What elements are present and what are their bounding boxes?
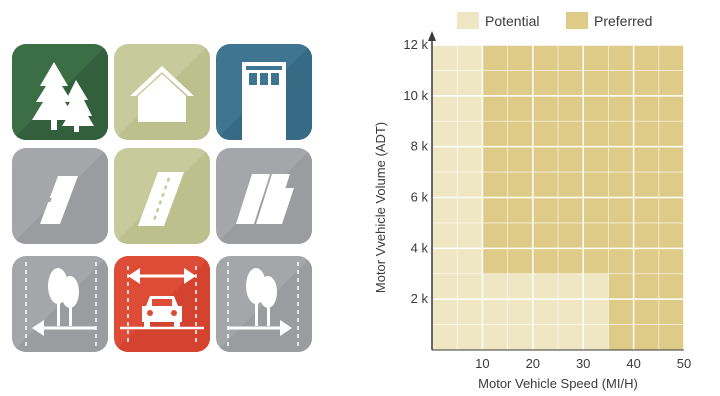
trees-icon (12, 44, 108, 140)
house-icon (114, 44, 210, 140)
sidewalk-left-tile (12, 256, 108, 352)
car-width-icon (114, 256, 210, 352)
dashed-road-icon (114, 148, 210, 244)
y-tick-label: 10 k (403, 88, 428, 103)
trees-arrow-right-icon (216, 256, 312, 352)
y-axis-label: Motor Vvehicle Volume (ADT) (373, 122, 388, 293)
preferred-legend-label: Preferred (594, 13, 652, 29)
urban-building-tile (216, 44, 312, 140)
x-axis-label: Motor Vehicle Speed (MI/H) (478, 376, 638, 391)
forest-tile (12, 44, 108, 140)
preferred-legend-swatch (566, 12, 588, 29)
potential-legend-swatch (457, 12, 479, 29)
potential-region (482, 273, 609, 350)
preferred-region (608, 273, 684, 350)
potential-legend-label: Potential (485, 13, 539, 29)
x-tick-label: 10 (475, 356, 489, 371)
two-lane-road-tile (114, 148, 210, 244)
car-lane-tile (114, 256, 210, 352)
y-tick-label: 12 k (403, 37, 428, 52)
x-tick-label: 40 (626, 356, 640, 371)
wide-road-tile (216, 148, 312, 244)
multi-lane-road-icon (216, 148, 312, 244)
y-tick-label: 4 k (411, 240, 429, 255)
y-tick-label: 6 k (411, 190, 429, 205)
building-icon (216, 44, 312, 140)
x-tick-label: 50 (677, 356, 691, 371)
narrow-road-tile (12, 148, 108, 244)
x-tick-label: 20 (526, 356, 540, 371)
sidewalk-right-tile (216, 256, 312, 352)
y-axis-arrow-icon (428, 31, 436, 41)
rural-home-tile (114, 44, 210, 140)
road-icon (12, 148, 108, 244)
trees-arrow-left-icon (12, 256, 108, 352)
x-tick-label: 30 (576, 356, 590, 371)
y-tick-label: 8 k (411, 139, 429, 154)
y-tick-label: 2 k (411, 291, 429, 306)
